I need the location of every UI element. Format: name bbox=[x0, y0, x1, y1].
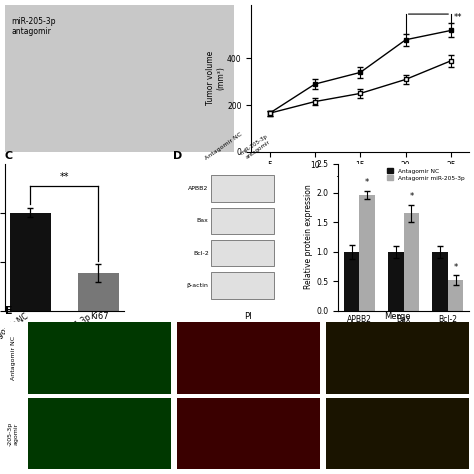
Text: miR-205-3p
antagomir: miR-205-3p antagomir bbox=[240, 133, 272, 161]
Text: D: D bbox=[173, 151, 182, 161]
Legend: Antagomir NC, Antagomir miR-205-3p: Antagomir NC, Antagomir miR-205-3p bbox=[385, 166, 466, 182]
Text: **: ** bbox=[60, 172, 69, 182]
Bar bbox=[404, 213, 419, 310]
Text: C: C bbox=[5, 151, 13, 161]
Text: Antagomir NC: Antagomir NC bbox=[11, 336, 16, 380]
Text: *: * bbox=[365, 178, 369, 187]
Bar bbox=[344, 252, 359, 310]
Text: Antagomir NC: Antagomir NC bbox=[204, 131, 243, 161]
Bar bbox=[211, 175, 274, 202]
Bar bbox=[388, 252, 404, 310]
Text: miR-205-3p
antagomir: miR-205-3p antagomir bbox=[11, 17, 56, 36]
Text: Bcl-2: Bcl-2 bbox=[193, 251, 209, 255]
Text: Bax: Bax bbox=[197, 219, 209, 223]
Text: **: ** bbox=[454, 13, 462, 22]
Y-axis label: Relative protein expression: Relative protein expression bbox=[304, 185, 313, 289]
Title: PI: PI bbox=[245, 312, 252, 321]
Text: -205-3p
agomir: -205-3p agomir bbox=[8, 421, 19, 446]
Title: Ki67: Ki67 bbox=[90, 312, 109, 321]
Text: *: * bbox=[454, 263, 458, 272]
Text: β-actin: β-actin bbox=[187, 283, 209, 288]
Bar bbox=[10, 212, 51, 310]
Bar bbox=[359, 195, 375, 310]
Title: Merge: Merge bbox=[384, 312, 411, 321]
Bar bbox=[448, 280, 463, 310]
Text: E: E bbox=[5, 306, 12, 316]
Text: *: * bbox=[409, 192, 413, 201]
Bar bbox=[78, 273, 118, 310]
Bar bbox=[432, 252, 448, 310]
Text: APBB2: APBB2 bbox=[188, 186, 209, 191]
Bar bbox=[211, 272, 274, 299]
X-axis label: Time (days): Time (days) bbox=[336, 176, 385, 185]
Bar bbox=[211, 208, 274, 234]
Bar bbox=[211, 240, 274, 266]
Y-axis label: Tumor volume
(mm³): Tumor volume (mm³) bbox=[206, 51, 226, 105]
